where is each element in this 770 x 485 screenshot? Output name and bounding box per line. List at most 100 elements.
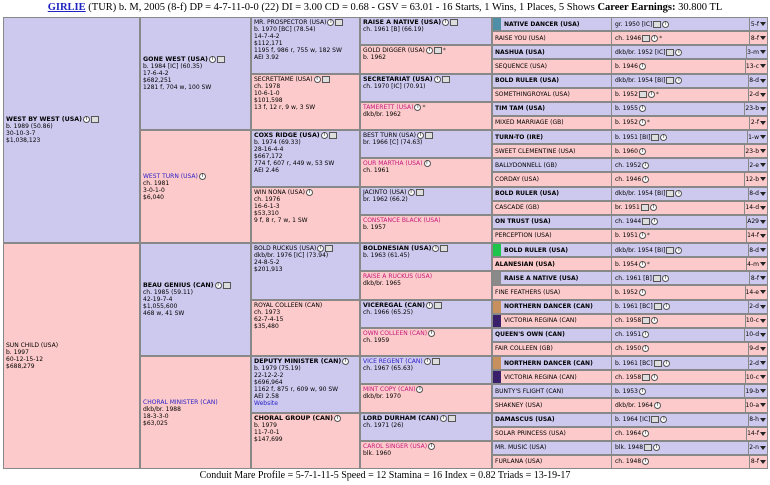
gen5-ancestor-name[interactable]: ALANESIAN (USA) bbox=[495, 260, 555, 268]
family-number-cell[interactable]: 2-n bbox=[748, 441, 767, 454]
info-icon[interactable]: i bbox=[327, 19, 335, 26]
dropdown-arrow-icon[interactable] bbox=[760, 163, 766, 168]
info-icon[interactable]: i bbox=[662, 303, 670, 311]
family-number-cell[interactable]: 8-f bbox=[749, 272, 767, 285]
dropdown-arrow-icon[interactable] bbox=[760, 191, 766, 196]
photo-icon[interactable] bbox=[434, 301, 443, 309]
info-icon[interactable]: i bbox=[642, 458, 650, 466]
info-icon[interactable]: i bbox=[660, 133, 668, 141]
family-number-cell[interactable]: A29 bbox=[746, 215, 767, 228]
family-number-cell[interactable]: 14-d bbox=[744, 201, 767, 214]
ancestor-name[interactable]: CONSTANCE BLACK (USA) bbox=[363, 216, 441, 224]
family-number-cell[interactable]: 2-f bbox=[749, 116, 767, 129]
ancestor-name[interactable]: RAISE A NATIVE (USA) bbox=[363, 19, 442, 26]
dropdown-arrow-icon[interactable] bbox=[760, 262, 766, 267]
gen5-ancestor-name[interactable]: SHAKNEY (USA) bbox=[495, 401, 543, 409]
info-icon[interactable]: i bbox=[660, 416, 668, 424]
dropdown-arrow-icon[interactable] bbox=[760, 431, 766, 436]
dropdown-arrow-icon[interactable] bbox=[760, 375, 766, 380]
family-number-cell[interactable]: 9-d bbox=[748, 342, 767, 355]
photo-icon[interactable] bbox=[653, 20, 662, 28]
info-icon[interactable]: i bbox=[432, 245, 440, 252]
family-number-cell[interactable]: 8-d bbox=[748, 244, 767, 257]
info-icon[interactable]: i bbox=[439, 414, 447, 422]
photo-icon[interactable] bbox=[440, 245, 449, 252]
info-icon[interactable]: i bbox=[407, 188, 415, 196]
photo-icon[interactable] bbox=[431, 358, 440, 365]
dropdown-arrow-icon[interactable] bbox=[760, 120, 766, 125]
ancestor-name[interactable]: CAROL SINGER (USA) bbox=[363, 442, 428, 450]
info-icon[interactable]: i bbox=[417, 132, 425, 139]
photo-icon[interactable] bbox=[652, 274, 661, 282]
dropdown-arrow-icon[interactable] bbox=[760, 417, 766, 422]
info-icon[interactable]: i bbox=[649, 204, 657, 212]
info-icon[interactable]: i bbox=[433, 75, 441, 83]
dropdown-arrow-icon[interactable] bbox=[760, 403, 766, 408]
info-icon[interactable]: i bbox=[642, 430, 650, 438]
photo-icon[interactable] bbox=[91, 116, 100, 123]
family-number-cell[interactable]: 4-m bbox=[746, 258, 767, 271]
photo-icon[interactable] bbox=[642, 373, 651, 381]
dropdown-arrow-icon[interactable] bbox=[760, 219, 766, 224]
photo-icon[interactable] bbox=[335, 19, 344, 26]
photo-icon[interactable] bbox=[651, 416, 660, 424]
photo-icon[interactable] bbox=[642, 218, 651, 226]
info-icon[interactable]: i bbox=[651, 218, 659, 226]
info-icon[interactable]: i bbox=[317, 245, 325, 252]
gen5-ancestor-name[interactable]: TIM TAM (USA) bbox=[495, 105, 546, 113]
family-number-cell[interactable]: 8-f bbox=[749, 32, 767, 45]
dropdown-arrow-icon[interactable] bbox=[760, 92, 766, 97]
family-number-cell[interactable]: 19-b bbox=[744, 385, 767, 398]
family-number-cell[interactable]: 10-a bbox=[744, 399, 767, 412]
ancestor-name[interactable]: JACINTO (USA) bbox=[363, 188, 407, 196]
family-number-cell[interactable]: 14-e bbox=[744, 286, 768, 299]
info-icon[interactable]: i bbox=[638, 119, 646, 127]
horse-name-link[interactable]: GIRLIE bbox=[47, 2, 86, 13]
dropdown-arrow-icon[interactable] bbox=[760, 276, 766, 281]
photo-icon[interactable] bbox=[441, 75, 450, 83]
dropdown-arrow-icon[interactable] bbox=[760, 149, 766, 154]
gen5-ancestor-name[interactable]: FINE FEATHERS (USA) bbox=[495, 288, 561, 296]
family-number-cell[interactable]: 8-h bbox=[748, 413, 767, 426]
ancestor-name[interactable]: BEAU GENIUS (CAN) bbox=[143, 282, 214, 289]
dropdown-arrow-icon[interactable] bbox=[760, 346, 766, 351]
gen5-ancestor-name[interactable]: SOLAR PRINCESS (USA) bbox=[495, 430, 566, 438]
family-number-cell[interactable]: 8-d bbox=[748, 74, 767, 87]
info-icon[interactable]: i bbox=[653, 401, 661, 409]
photo-icon[interactable] bbox=[653, 303, 662, 311]
gen5-ancestor-name[interactable]: BALLYDONNELL (GB) bbox=[495, 161, 557, 169]
dropdown-arrow-icon[interactable] bbox=[760, 233, 766, 238]
info-icon[interactable]: i bbox=[638, 147, 646, 155]
ancestor-name[interactable]: MR. PROSPECTOR (USA) bbox=[254, 19, 327, 26]
ancestor-name[interactable]: VICE REGENT (CAN) bbox=[363, 358, 423, 365]
gen5-ancestor-name[interactable]: NORTHERN DANCER (CAN) bbox=[504, 303, 593, 311]
ancestor-detail[interactable]: Website bbox=[254, 400, 278, 407]
info-icon[interactable]: i bbox=[198, 172, 206, 180]
family-number-cell[interactable]: 3-m bbox=[746, 46, 767, 59]
gen5-ancestor-name[interactable]: BOLD RULER (USA) bbox=[504, 246, 569, 254]
photo-icon[interactable] bbox=[644, 444, 653, 452]
family-number-cell[interactable]: 2-e bbox=[748, 159, 767, 172]
info-icon[interactable]: i bbox=[214, 282, 222, 289]
photo-icon[interactable] bbox=[651, 133, 660, 141]
ancestor-name[interactable]: BOLDNESIAN (USA) bbox=[363, 245, 432, 252]
gen5-ancestor-name[interactable]: BUNTY'S FLIGHT (CAN) bbox=[495, 387, 564, 395]
family-number-cell[interactable]: 2-d bbox=[748, 300, 767, 313]
gen5-ancestor-name[interactable]: CASCADE (GB) bbox=[495, 204, 540, 212]
info-icon[interactable]: i bbox=[651, 373, 659, 381]
family-number-cell[interactable]: 2-d bbox=[748, 88, 767, 101]
photo-icon[interactable] bbox=[222, 282, 231, 289]
info-icon[interactable]: i bbox=[428, 442, 436, 450]
dropdown-arrow-icon[interactable] bbox=[760, 22, 766, 27]
gen5-ancestor-name[interactable]: SEQUENCE (USA) bbox=[495, 62, 547, 70]
family-number-cell[interactable]: 8-d bbox=[748, 187, 767, 200]
info-icon[interactable]: i bbox=[638, 288, 646, 296]
ancestor-name[interactable]: SUN CHILD (USA) bbox=[6, 342, 59, 349]
photo-icon[interactable] bbox=[642, 34, 651, 42]
dropdown-arrow-icon[interactable] bbox=[760, 304, 766, 309]
info-icon[interactable]: i bbox=[425, 47, 433, 55]
ancestor-name[interactable]: MINT COPY (CAN) bbox=[363, 386, 416, 394]
gen5-ancestor-name[interactable]: NORTHERN DANCER (CAN) bbox=[504, 359, 593, 367]
gen5-ancestor-name[interactable]: MR. MUSIC (USA) bbox=[495, 444, 547, 452]
ancestor-name[interactable]: COXS RIDGE (USA) bbox=[254, 132, 320, 139]
